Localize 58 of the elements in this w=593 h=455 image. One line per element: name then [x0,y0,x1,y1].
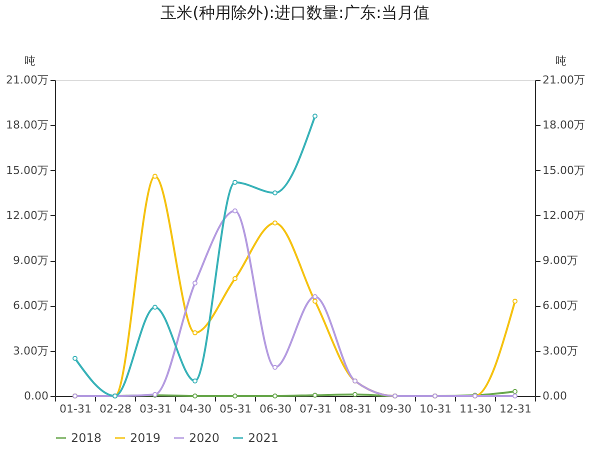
point [512,298,518,304]
y2-tick-label: 18.00万 [542,118,585,132]
y2-tick-label: 9.00万 [542,254,578,268]
point [272,220,278,226]
point [72,356,78,361]
y2-tick-label: 15.00万 [542,164,585,177]
point [232,208,238,214]
x-tick-label: 07-31 [300,402,332,416]
x-tick-label: 05-31 [220,402,252,416]
point [152,304,158,310]
legend-label: 2019 [130,431,161,445]
point [272,394,278,398]
x-tick-label: 01-31 [60,402,92,416]
point [512,394,518,398]
point [152,174,158,179]
chart-title: 玉米(种用除外):进口数量:广东:当月值 [160,3,430,22]
y-axis-title: 吨 [24,54,36,68]
point [312,294,318,300]
x-tick-label: 10-31 [420,402,452,416]
x-tick-label: 02-28 [100,402,132,416]
y2-tick-label: 12.00万 [542,208,585,222]
point [232,276,238,282]
x-tick-label: 09-30 [380,402,412,416]
legend-label: 2021 [248,431,279,445]
y2-tick-label: 21.00万 [542,74,585,86]
point [512,388,518,394]
point [192,394,198,398]
x-tick-label: 06-30 [260,402,292,416]
point [272,190,278,196]
y-tick-label: 15.00万 [6,164,48,177]
point [232,394,238,398]
point [352,392,358,397]
point [312,392,318,398]
point [312,298,318,304]
y-tick-label: 9.00万 [13,254,48,268]
y2-tick-label: 0.00 [542,390,567,402]
x-tick-label: 03-31 [140,402,172,416]
legend-label: 2018 [71,431,102,445]
y2-tick-label: 3.00万 [542,344,578,358]
y-tick-label: 18.00万 [6,118,48,132]
point [192,280,198,286]
point [272,364,278,370]
y-tick-label: 0.00 [24,390,48,402]
x-tick-label: 08-31 [340,402,372,416]
point [312,114,318,119]
x-tick-label: 12-31 [500,402,532,416]
x-tick-label: 04-30 [180,402,212,416]
y-tick-label: 6.00万 [13,299,48,312]
y2-axis-title: 吨 [556,54,566,68]
point [192,378,198,384]
y-tick-label: 3.00万 [13,344,48,358]
legend-label: 2020 [189,431,220,445]
y2-tick-label: 6.00万 [542,299,578,312]
point [232,180,238,185]
x-tick-label: 11-30 [460,402,492,416]
y-tick-label: 12.00万 [6,208,48,222]
y-tick-label: 21.00万 [6,74,48,86]
point [192,330,198,336]
